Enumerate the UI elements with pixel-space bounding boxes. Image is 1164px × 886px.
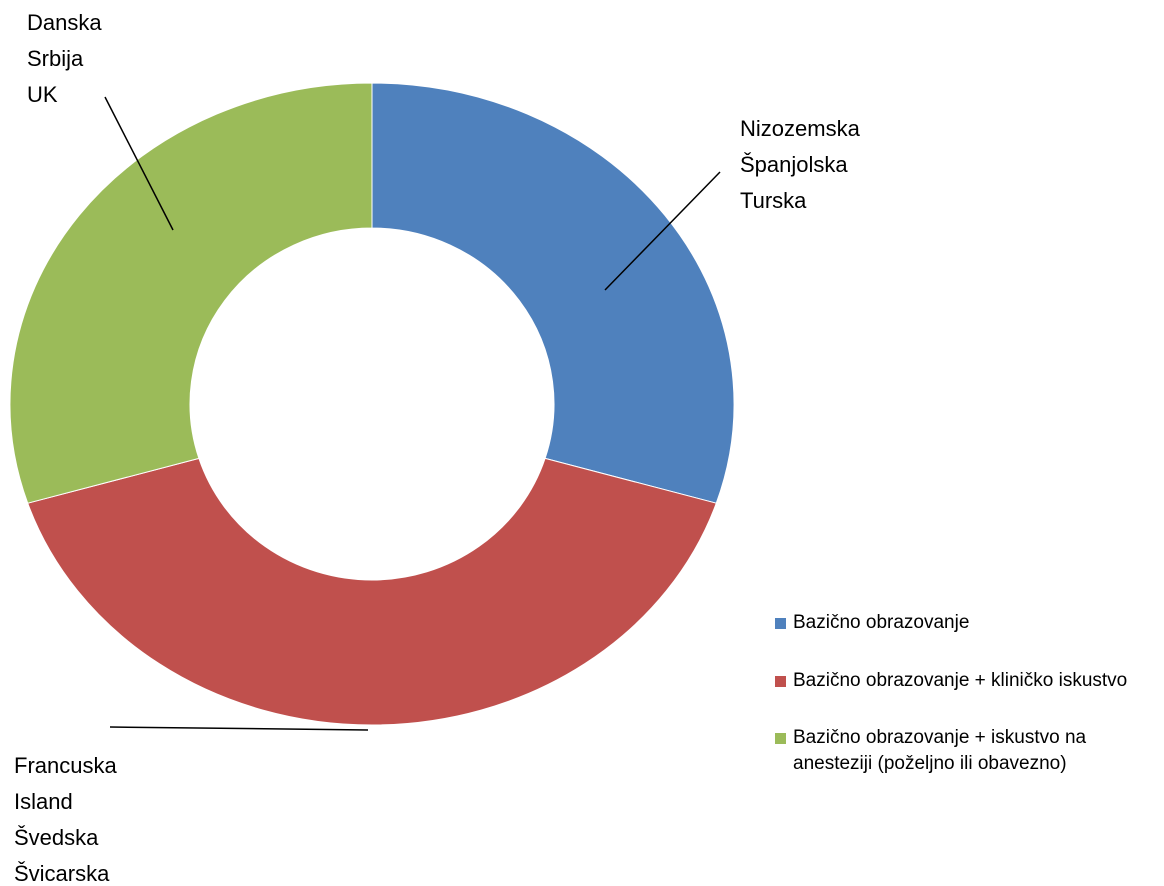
data-label: Danska xyxy=(27,10,102,35)
legend-swatch xyxy=(775,676,786,687)
data-label: Turska xyxy=(740,188,807,213)
data-label: Švicarska xyxy=(14,861,110,886)
data-label: Island xyxy=(14,789,73,814)
legend-item: Bazično obrazovanje xyxy=(775,610,1155,636)
donut-segment xyxy=(371,82,735,504)
leader-line xyxy=(109,726,369,731)
legend-swatch xyxy=(775,618,786,629)
leader-line xyxy=(104,96,174,231)
donut-segment xyxy=(27,457,717,726)
legend-label: Bazično obrazovanje + kliničko iskustvo xyxy=(793,670,1128,691)
donut-segment xyxy=(9,82,373,504)
data-label: Srbija xyxy=(27,46,84,71)
data-label: Španjolska xyxy=(740,152,848,177)
data-label: Francuska xyxy=(14,753,117,778)
data-label: Švedska xyxy=(14,825,99,850)
legend-label: Bazično obrazovanje xyxy=(793,612,970,633)
legend-swatch xyxy=(775,733,786,744)
data-label: Nizozemska xyxy=(740,116,861,141)
legend-item: Bazično obrazovanje + iskustvo na aneste… xyxy=(775,725,1155,777)
legend-item: Bazično obrazovanje + kliničko iskustvo xyxy=(775,668,1155,694)
legend-label: Bazično obrazovanje + iskustvo na aneste… xyxy=(793,727,1087,774)
leader-line xyxy=(604,171,721,291)
data-label: UK xyxy=(27,82,58,107)
